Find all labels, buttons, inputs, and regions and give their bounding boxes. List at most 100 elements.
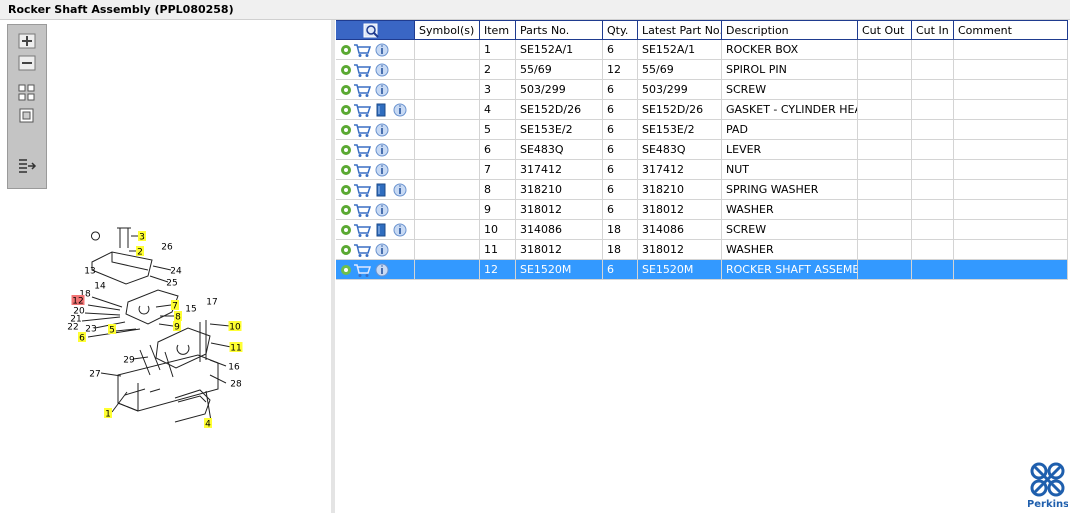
qty-cell[interactable]: 6 <box>603 160 638 180</box>
document-icon[interactable] <box>377 184 385 196</box>
description-cell[interactable]: SPRING WASHER <box>722 180 858 200</box>
symbols-cell[interactable] <box>415 120 480 140</box>
empty-cell[interactable] <box>912 40 954 60</box>
empty-cell[interactable] <box>954 260 1068 280</box>
symbols-cell[interactable] <box>415 180 480 200</box>
empty-cell[interactable] <box>954 200 1068 220</box>
gear-icon[interactable] <box>341 165 351 175</box>
empty-cell[interactable] <box>912 120 954 140</box>
gear-icon[interactable] <box>341 65 351 75</box>
qty-cell[interactable]: 18 <box>603 220 638 240</box>
column-header[interactable]: Comment <box>954 20 1068 40</box>
info-icon[interactable] <box>376 124 388 136</box>
item-cell[interactable]: 10 <box>480 220 516 240</box>
qty-cell[interactable]: 18 <box>603 240 638 260</box>
column-header[interactable]: Description <box>722 20 858 40</box>
cart-icon[interactable] <box>354 265 370 277</box>
item-cell[interactable]: 3 <box>480 80 516 100</box>
symbols-cell[interactable] <box>415 240 480 260</box>
info-icon[interactable] <box>394 224 406 236</box>
cart-icon[interactable] <box>354 145 370 157</box>
info-icon[interactable] <box>376 244 388 256</box>
empty-cell[interactable] <box>912 160 954 180</box>
document-icon[interactable] <box>377 104 385 116</box>
column-header[interactable]: Symbol(s) <box>415 20 480 40</box>
cart-icon[interactable] <box>354 125 370 137</box>
empty-cell[interactable] <box>858 200 912 220</box>
info-icon[interactable] <box>376 144 388 156</box>
symbols-cell[interactable] <box>415 160 480 180</box>
latest-part-no-cell[interactable]: SE152A/1 <box>638 40 722 60</box>
empty-cell[interactable] <box>912 180 954 200</box>
symbols-cell[interactable] <box>415 40 480 60</box>
column-header[interactable]: Cut In <box>912 20 954 40</box>
empty-cell[interactable] <box>858 60 912 80</box>
empty-cell[interactable] <box>858 120 912 140</box>
parts-no-cell[interactable]: SE152A/1 <box>516 40 603 60</box>
empty-cell[interactable] <box>912 260 954 280</box>
fit-all[interactable] <box>19 85 34 100</box>
empty-cell[interactable] <box>858 220 912 240</box>
description-cell[interactable]: ROCKER SHAFT ASSEMBLY <box>722 260 858 280</box>
description-cell[interactable]: WASHER <box>722 240 858 260</box>
qty-cell[interactable]: 6 <box>603 40 638 60</box>
description-cell[interactable]: SCREW <box>722 220 858 240</box>
info-icon[interactable] <box>394 184 406 196</box>
parts-no-cell[interactable]: 317412 <box>516 160 603 180</box>
cart-icon[interactable] <box>354 245 370 257</box>
info-icon[interactable] <box>376 264 388 276</box>
description-cell[interactable]: NUT <box>722 160 858 180</box>
empty-cell[interactable] <box>858 240 912 260</box>
parts-no-cell[interactable]: 318210 <box>516 180 603 200</box>
gear-icon[interactable] <box>341 225 351 235</box>
latest-part-no-cell[interactable]: SE483Q <box>638 140 722 160</box>
empty-cell[interactable] <box>954 220 1068 240</box>
cart-icon[interactable] <box>354 45 370 57</box>
item-cell[interactable]: 12 <box>480 260 516 280</box>
qty-cell[interactable]: 6 <box>603 200 638 220</box>
column-header[interactable]: Qty. <box>603 20 638 40</box>
item-cell[interactable]: 5 <box>480 120 516 140</box>
parts-no-cell[interactable]: 318012 <box>516 240 603 260</box>
zoom-in[interactable] <box>19 34 35 48</box>
latest-part-no-cell[interactable]: 55/69 <box>638 60 722 80</box>
document-icon[interactable] <box>377 224 385 236</box>
empty-cell[interactable] <box>858 40 912 60</box>
description-cell[interactable]: PAD <box>722 120 858 140</box>
latest-part-no-cell[interactable]: 318012 <box>638 240 722 260</box>
item-cell[interactable]: 7 <box>480 160 516 180</box>
qty-cell[interactable]: 6 <box>603 260 638 280</box>
gear-icon[interactable] <box>341 85 351 95</box>
qty-cell[interactable]: 6 <box>603 180 638 200</box>
qty-cell[interactable]: 6 <box>603 100 638 120</box>
latest-part-no-cell[interactable]: 314086 <box>638 220 722 240</box>
symbols-cell[interactable] <box>415 100 480 120</box>
gear-icon[interactable] <box>341 145 351 155</box>
parts-no-cell[interactable]: 55/69 <box>516 60 603 80</box>
description-cell[interactable]: SCREW <box>722 80 858 100</box>
item-cell[interactable]: 1 <box>480 40 516 60</box>
empty-cell[interactable] <box>954 180 1068 200</box>
parts-no-cell[interactable]: SE483Q <box>516 140 603 160</box>
parts-no-cell[interactable]: 503/299 <box>516 80 603 100</box>
empty-cell[interactable] <box>858 140 912 160</box>
parts-no-cell[interactable]: SE1520M <box>516 260 603 280</box>
info-icon[interactable] <box>376 164 388 176</box>
qty-cell[interactable]: 6 <box>603 120 638 140</box>
info-icon[interactable] <box>376 84 388 96</box>
empty-cell[interactable] <box>954 160 1068 180</box>
latest-part-no-cell[interactable]: SE1520M <box>638 260 722 280</box>
splitter[interactable] <box>331 20 335 513</box>
item-cell[interactable]: 11 <box>480 240 516 260</box>
info-icon[interactable] <box>394 104 406 116</box>
empty-cell[interactable] <box>954 120 1068 140</box>
search-header[interactable] <box>336 20 415 40</box>
symbols-cell[interactable] <box>415 80 480 100</box>
cart-icon[interactable] <box>354 185 370 197</box>
description-cell[interactable]: ROCKER BOX <box>722 40 858 60</box>
qty-cell[interactable]: 6 <box>603 140 638 160</box>
parts-no-cell[interactable]: 318012 <box>516 200 603 220</box>
gear-icon[interactable] <box>341 265 351 275</box>
empty-cell[interactable] <box>858 80 912 100</box>
cart-icon[interactable] <box>354 165 370 177</box>
